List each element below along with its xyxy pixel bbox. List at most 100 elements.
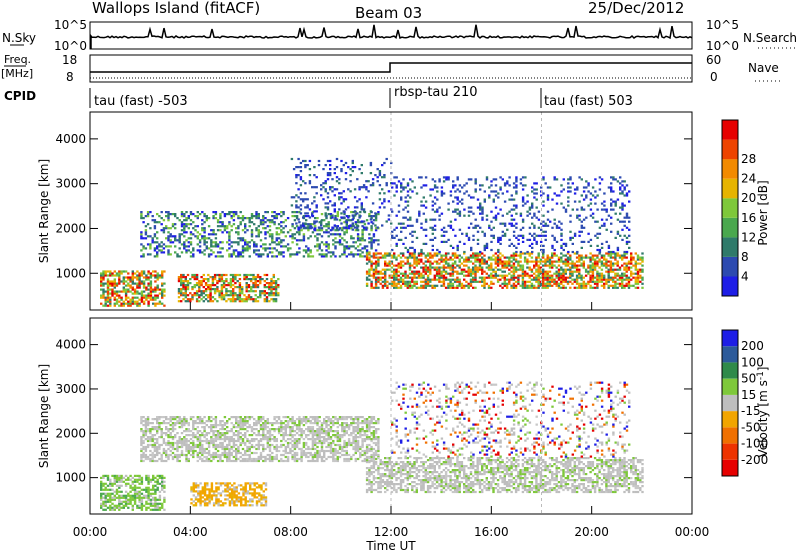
echo-cell bbox=[431, 278, 434, 281]
echo-cell bbox=[242, 488, 245, 491]
echo-cell bbox=[152, 486, 155, 489]
echo-cell bbox=[567, 200, 570, 203]
echo-cell bbox=[160, 241, 163, 244]
echo-cell bbox=[413, 280, 416, 283]
echo-cell bbox=[268, 229, 272, 232]
echo-cell bbox=[368, 272, 371, 275]
echo-cell bbox=[564, 258, 567, 261]
echo-cell bbox=[161, 296, 164, 299]
echo-cell bbox=[113, 480, 116, 483]
echo-cell bbox=[508, 210, 511, 213]
echo-cell bbox=[129, 280, 132, 283]
echo-cell bbox=[368, 215, 371, 218]
echo-cell bbox=[385, 182, 388, 185]
echo-cell bbox=[149, 453, 152, 457]
echo-cell bbox=[587, 182, 590, 185]
echo-cell bbox=[575, 280, 579, 283]
echo-cell bbox=[560, 286, 563, 289]
echo-cell bbox=[537, 234, 541, 237]
echo-cell bbox=[202, 292, 205, 295]
echo-cell bbox=[614, 254, 617, 257]
echo-cell bbox=[187, 237, 190, 240]
echo-cell bbox=[598, 176, 602, 179]
echo-cell bbox=[120, 280, 123, 283]
echo-cell bbox=[353, 196, 357, 199]
echo-cell bbox=[374, 239, 378, 242]
echo-cell bbox=[129, 278, 132, 281]
echo-cell bbox=[198, 455, 202, 459]
echo-cell bbox=[431, 238, 434, 241]
echo-cell bbox=[424, 264, 427, 267]
echo-cell bbox=[596, 208, 599, 211]
echo-cell bbox=[390, 262, 394, 265]
echo-cell bbox=[131, 482, 134, 485]
echo-cell bbox=[566, 262, 570, 265]
echo-cell bbox=[140, 508, 144, 511]
echo-cell bbox=[589, 244, 593, 247]
echo-cell bbox=[192, 426, 195, 429]
echo-cell bbox=[118, 276, 121, 279]
echo-cell bbox=[154, 270, 157, 273]
echo-cell bbox=[623, 254, 626, 257]
echo-cell bbox=[578, 200, 581, 203]
echo-cell bbox=[211, 276, 215, 279]
echo-cell bbox=[391, 210, 394, 213]
echo-cell bbox=[530, 270, 534, 273]
echo-cell bbox=[151, 459, 154, 463]
echo-cell bbox=[388, 262, 391, 265]
echo-cell bbox=[216, 288, 219, 291]
echo-cell bbox=[612, 264, 615, 267]
echo-cell bbox=[369, 161, 373, 165]
echo-cell bbox=[422, 276, 425, 279]
echo-cell bbox=[370, 264, 373, 267]
echo-cell bbox=[149, 296, 153, 299]
echo-cell bbox=[145, 490, 148, 493]
echo-cell bbox=[431, 248, 434, 252]
echo-cell bbox=[404, 196, 407, 199]
echo-cell bbox=[404, 206, 407, 209]
echo-cell bbox=[492, 254, 495, 257]
echo-cell bbox=[204, 278, 208, 281]
echo-cell bbox=[322, 186, 325, 189]
echo-cell bbox=[616, 286, 619, 289]
echo-cell bbox=[413, 254, 416, 257]
echo-cell bbox=[194, 498, 198, 501]
echo-cell bbox=[573, 192, 577, 195]
echo-cell bbox=[555, 276, 558, 279]
echo-cell bbox=[229, 294, 233, 297]
echo-cell bbox=[196, 422, 199, 425]
echo-cell bbox=[218, 280, 221, 283]
echo-cell bbox=[111, 474, 114, 477]
echo-cell bbox=[142, 290, 146, 293]
echo-cell bbox=[324, 214, 327, 217]
echo-cell bbox=[151, 219, 154, 222]
echo-cell bbox=[387, 214, 391, 217]
echo-cell bbox=[249, 482, 252, 485]
echo-cell bbox=[260, 496, 263, 499]
echo-cell bbox=[100, 302, 103, 305]
echo-cell bbox=[627, 278, 631, 281]
echo-cell bbox=[587, 266, 590, 269]
echo-cell bbox=[111, 292, 114, 295]
echo-cell bbox=[115, 292, 119, 295]
echo-cell bbox=[183, 422, 186, 425]
echo-cell bbox=[580, 240, 583, 243]
echo-cell bbox=[422, 196, 425, 199]
echo-cell bbox=[384, 272, 387, 275]
echo-cell bbox=[413, 252, 416, 255]
echo-cell bbox=[154, 280, 157, 283]
echo-cell bbox=[234, 276, 237, 279]
echo-cell bbox=[442, 268, 446, 271]
echo-cell bbox=[435, 252, 439, 255]
echo-cell bbox=[349, 224, 352, 227]
echo-cell bbox=[634, 266, 637, 269]
echo-cell bbox=[100, 280, 103, 283]
echo-cell bbox=[244, 231, 247, 234]
echo-cell bbox=[240, 496, 243, 499]
echo-cell bbox=[152, 274, 155, 277]
echo-cell bbox=[220, 278, 224, 281]
echo-cell bbox=[580, 178, 583, 181]
echo-cell bbox=[411, 286, 414, 289]
echo-cell bbox=[228, 247, 231, 250]
echo-cell bbox=[444, 260, 448, 263]
